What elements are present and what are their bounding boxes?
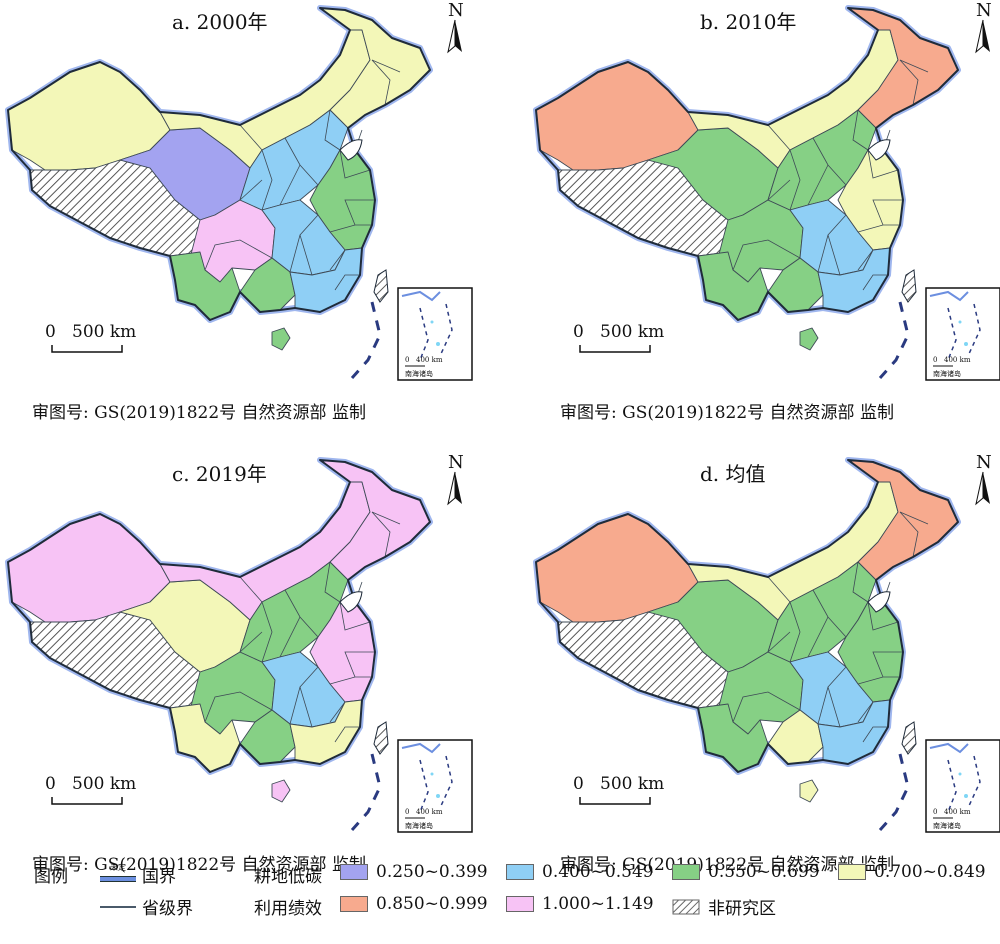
legend-class-3: 0.700~0.849 — [838, 862, 986, 882]
metric-label-line2: 利用绩效 — [254, 899, 322, 919]
inset-scale-zero: 0 — [405, 356, 410, 364]
north-arrow-label: N — [976, 452, 992, 473]
region-hainan — [271, 779, 291, 803]
map-panel-2000: a. 2000年 N 0 500 km 审图号: GS(2019)1822号 自然资源部… — [0, 0, 490, 455]
legend-range: 0.850~0.999 — [376, 894, 488, 914]
map-legend: 图例 未定 国界 省级界 耕地低碳 利用绩效 0.250~0.399 0.400… — [0, 862, 1000, 944]
legend-range: 0.400~0.549 — [542, 862, 654, 882]
scale-bar-label: 500 km — [600, 322, 665, 342]
scale-bar-label: 500 km — [600, 774, 665, 794]
province-border-icon — [100, 905, 136, 908]
inset-scale-label: 400 km — [416, 808, 443, 816]
legend-title-text: 图例 — [34, 867, 68, 887]
legend-range: 1.000~1.149 — [542, 894, 654, 914]
legend-swatch — [672, 864, 700, 880]
legend-metric-line1: 耕地低碳 — [254, 862, 322, 887]
undetermined-label: 未定 — [110, 862, 126, 872]
map-panel-mean: d. 均值 N 0 500 km 审图号: GS(2019)1822号 自然资源部 监制… — [528, 452, 1000, 907]
metric-label-line1: 耕地低碳 — [254, 867, 322, 887]
inset-island-label: 南海诸岛 — [405, 370, 433, 378]
legend-national-border: 未定 国界 — [100, 862, 176, 887]
scale-zero-label: 0 — [573, 774, 584, 794]
legend-class-0: 0.250~0.399 — [340, 862, 488, 882]
non-study-label: 非研究区 — [708, 899, 776, 919]
province-border-label: 省级界 — [142, 899, 193, 919]
legend-swatch — [506, 896, 534, 912]
china-choropleth-map — [5, 457, 473, 833]
inset-scale-zero: 0 — [933, 356, 938, 364]
hatch-swatch-icon — [672, 899, 700, 914]
panel-title: c. 2019年 — [172, 462, 267, 486]
panel-title: d. 均值 — [700, 462, 766, 486]
region-hainan — [799, 779, 819, 803]
legend-class-2: 0.550~0.699 — [672, 862, 820, 882]
legend-title: 图例 — [34, 862, 68, 887]
inset-island-label: 南海诸岛 — [405, 822, 433, 830]
national-border-label: 国界 — [142, 867, 176, 887]
scale-bar-label: 500 km — [72, 774, 137, 794]
legend-range: 0.250~0.399 — [376, 862, 488, 882]
legend-class-1: 0.400~0.549 — [506, 862, 654, 882]
national-border-icon: 未定 — [100, 863, 136, 884]
scale-zero-label: 0 — [45, 322, 56, 342]
map-approval-credit: 审图号: GS(2019)1822号 自然资源部 监制 — [32, 403, 366, 423]
china-choropleth-map — [533, 457, 1000, 833]
inset-scale-label: 400 km — [416, 356, 443, 364]
north-arrow-label: N — [448, 0, 464, 21]
panel-title: b. 2010年 — [700, 10, 797, 34]
legend-class-4: 0.850~0.999 — [340, 894, 488, 914]
inset-scale-zero: 0 — [405, 808, 410, 816]
legend-swatch — [340, 864, 368, 880]
legend-class-5: 1.000~1.149 — [506, 894, 654, 914]
map-approval-credit: 审图号: GS(2019)1822号 自然资源部 监制 — [560, 855, 894, 875]
legend-range: 0.550~0.699 — [708, 862, 820, 882]
legend-metric-line2: 利用绩效 — [254, 894, 322, 919]
map-panel-2010: b. 2010年 N 0 500 km 审图号: GS(2019)1822号 自然资源部… — [528, 0, 1000, 455]
legend-swatch — [838, 864, 866, 880]
legend-non-study: 非研究区 — [672, 894, 776, 919]
china-choropleth-map — [533, 5, 1000, 381]
scale-zero-label: 0 — [573, 322, 584, 342]
north-arrow-label: N — [448, 452, 464, 473]
legend-swatch — [506, 864, 534, 880]
inset-scale-label: 400 km — [944, 808, 971, 816]
region-hainan — [799, 327, 819, 351]
legend-swatch — [340, 896, 368, 912]
north-arrow-label: N — [976, 0, 992, 21]
scale-zero-label: 0 — [45, 774, 56, 794]
inset-scale-zero: 0 — [933, 808, 938, 816]
panel-title: a. 2000年 — [172, 10, 268, 34]
inset-island-label: 南海诸岛 — [933, 370, 961, 378]
map-panel-2019: c. 2019年 N 0 500 km 审图号: GS(2019)1822号 自然资源部… — [0, 452, 490, 907]
legend-province-border: 省级界 — [100, 894, 193, 919]
scale-bar-label: 500 km — [72, 322, 137, 342]
map-approval-credit: 审图号: GS(2019)1822号 自然资源部 监制 — [560, 403, 894, 423]
inset-island-label: 南海诸岛 — [933, 822, 961, 830]
china-choropleth-map — [5, 5, 473, 381]
inset-scale-label: 400 km — [944, 356, 971, 364]
map-approval-credit: 审图号: GS(2019)1822号 自然资源部 监制 — [32, 855, 366, 875]
legend-range: 0.700~0.849 — [874, 862, 986, 882]
region-hainan — [271, 327, 291, 351]
